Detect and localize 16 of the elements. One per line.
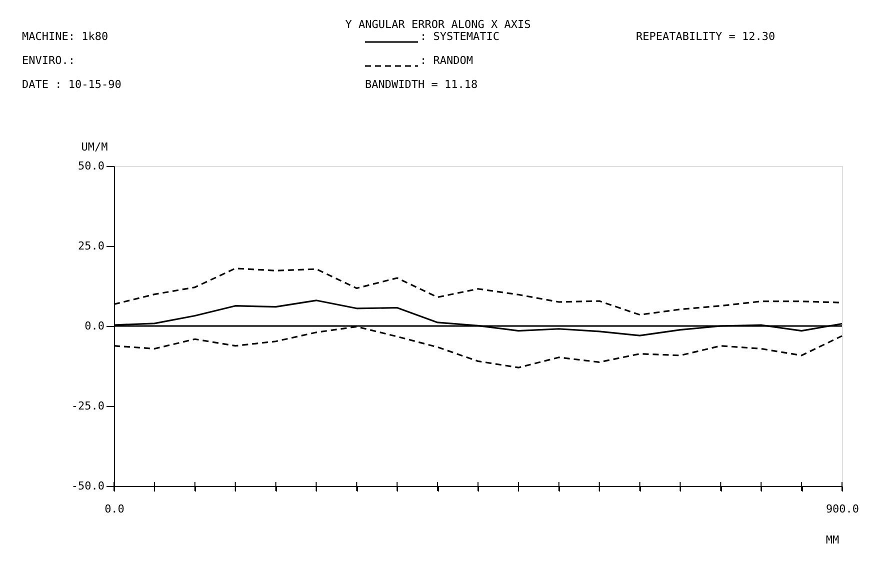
y-tick-label: -25.0 [71,400,104,412]
legend-label: : RANDOM [420,54,474,67]
y-tick-label: 50.0 [78,160,104,172]
y-axis-title: UM/M [81,140,108,154]
text: ENVIRO.: [22,54,75,67]
text: MACHINE: 1k80 [22,30,108,43]
chart-title: Y ANGULAR ERROR ALONG X AXIS [345,18,531,31]
y-tick-label: 25.0 [78,240,104,252]
legend-label: : SYSTEMATIC [420,30,500,43]
x-axis-title: MM [826,534,840,546]
text: DATE : 10-15-90 [22,78,122,91]
y-tick-label: 0.0 [84,320,104,332]
text: REPEATABILITY = 12.30 [636,30,776,43]
y-tick-label: -50.0 [71,480,104,492]
text: BANDWIDTH = 11.18 [365,78,478,91]
x-tick-label: 900.0 [826,502,860,516]
